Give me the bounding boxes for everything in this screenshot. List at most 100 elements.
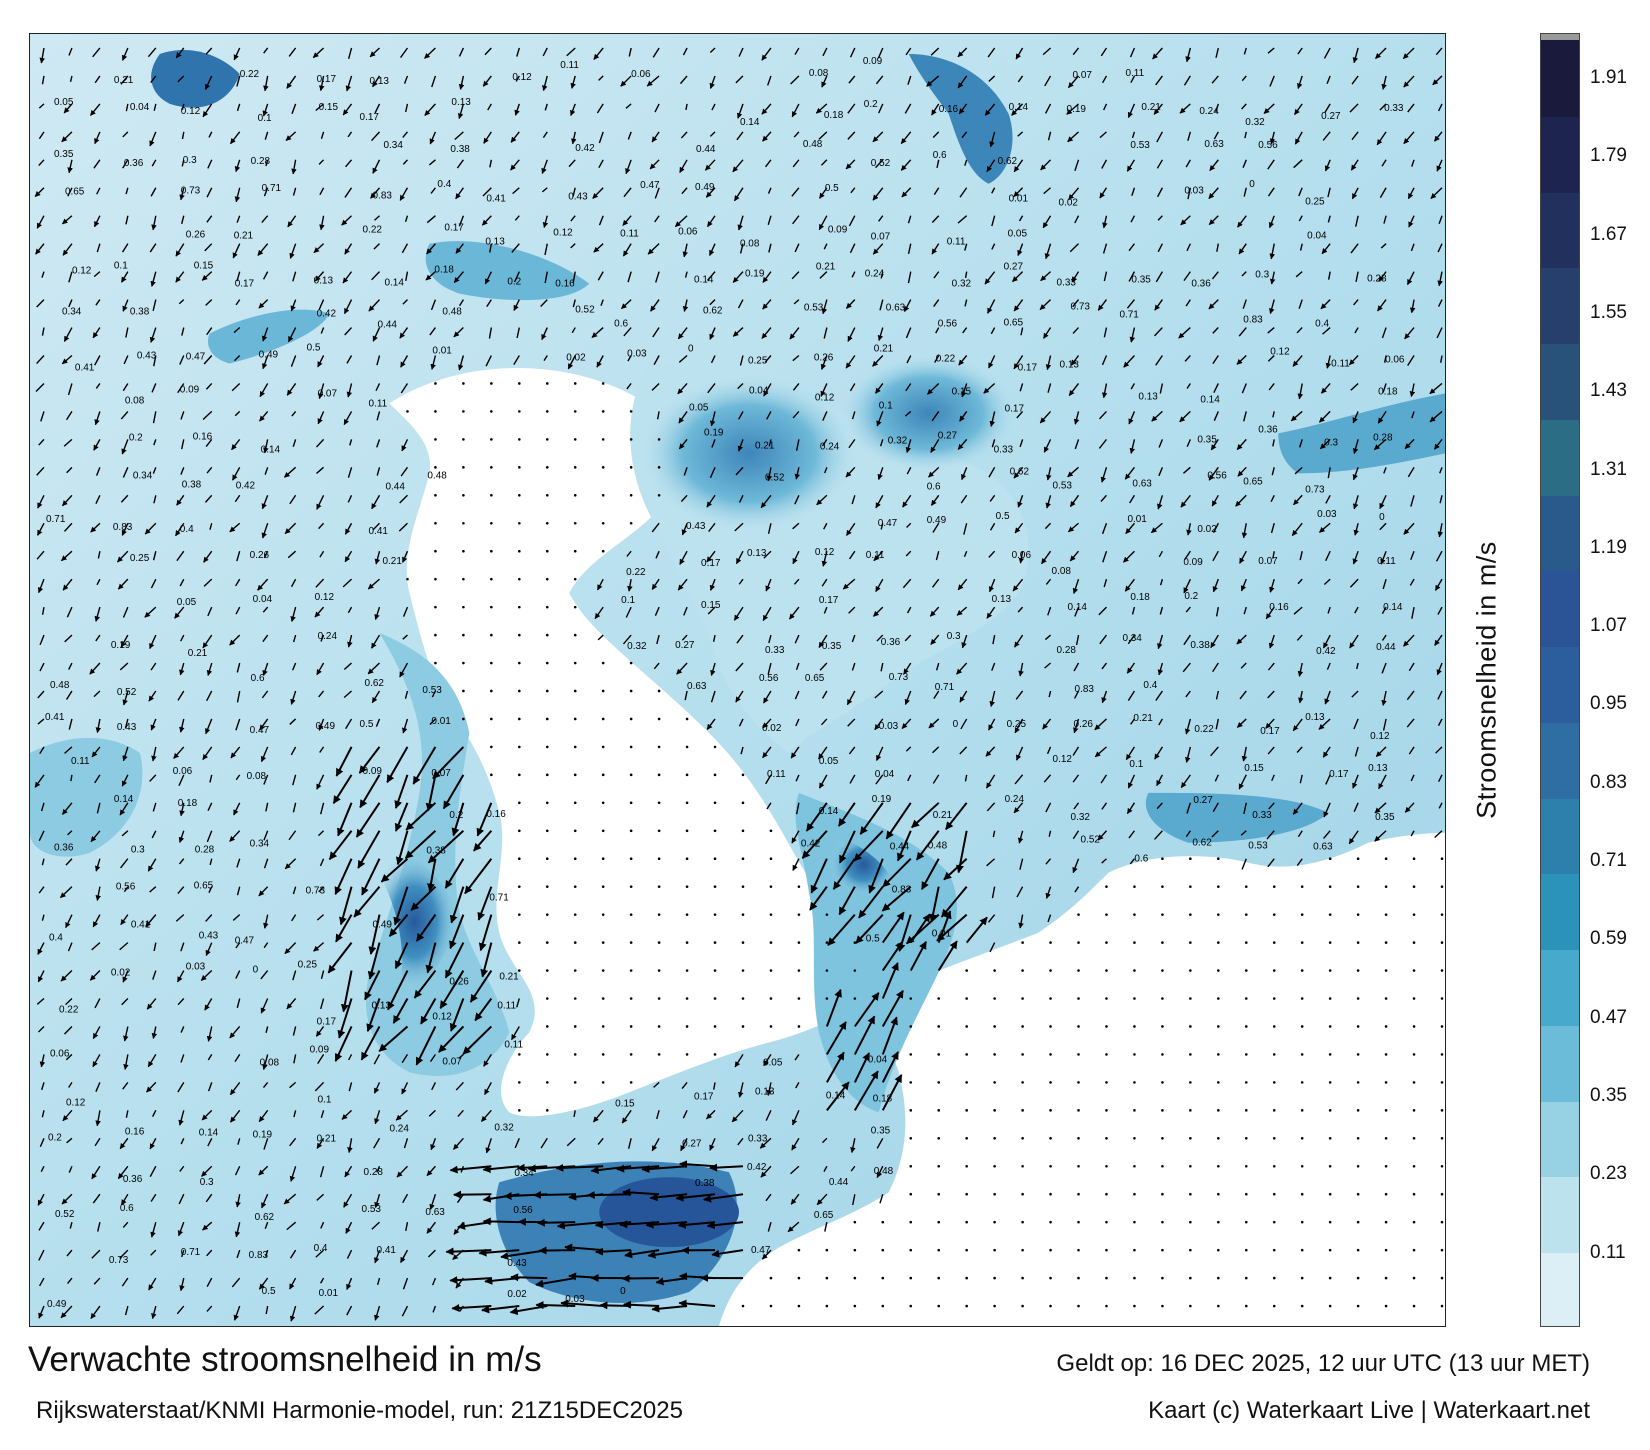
grid-dot	[1217, 1276, 1220, 1280]
grid-dot	[629, 1081, 633, 1084]
speed-value-label: 0.26	[186, 230, 206, 241]
current-arrow	[600, 299, 604, 306]
grid-dot	[1133, 1220, 1136, 1224]
speed-value-label: 0.53	[1248, 841, 1268, 852]
current-arrow	[152, 802, 157, 812]
current-arrow	[906, 467, 912, 475]
speed-value-label: 0.4	[437, 179, 451, 190]
current-arrow	[1298, 215, 1303, 222]
current-arrow	[263, 858, 269, 869]
current-arrow	[1322, 746, 1331, 758]
current-arrow	[625, 103, 632, 109]
grid-dot	[1272, 913, 1276, 916]
current-arrow	[400, 47, 409, 58]
grid-dot	[965, 1276, 968, 1280]
grid-dot	[769, 829, 773, 833]
current-arrow	[1046, 467, 1052, 481]
current-arrow	[36, 522, 45, 536]
current-arrow	[1101, 523, 1108, 535]
current-arrow	[337, 998, 353, 1039]
grid-dot	[545, 410, 549, 413]
current-arrow	[319, 215, 325, 231]
current-arrow	[1183, 578, 1191, 594]
current-arrow	[1075, 634, 1080, 646]
current-arrow	[175, 914, 185, 922]
current-arrow	[791, 103, 800, 118]
current-arrow	[1130, 75, 1136, 84]
current-arrow	[649, 159, 660, 170]
speed-value-label: 0.62	[703, 306, 723, 317]
current-arrow	[818, 746, 828, 760]
current-arrow	[1319, 438, 1331, 450]
current-arrow	[261, 495, 269, 510]
grid-dot	[881, 1248, 885, 1252]
current-arrow	[484, 47, 492, 56]
grid-dot	[1356, 885, 1360, 888]
current-arrow	[425, 942, 437, 974]
current-arrow	[95, 299, 101, 306]
current-arrow	[1124, 578, 1135, 592]
current-arrow	[1039, 410, 1052, 424]
speed-value-label: 0.42	[575, 143, 595, 154]
current-arrow	[904, 690, 912, 705]
current-arrow	[236, 271, 241, 282]
current-arrow	[378, 1025, 409, 1052]
current-arrow	[572, 187, 576, 197]
current-arrow	[65, 411, 73, 421]
current-arrow	[540, 299, 548, 307]
current-arrow	[1099, 187, 1108, 199]
current-arrow	[150, 578, 157, 589]
grid-dot	[937, 1304, 941, 1308]
current-arrow	[235, 718, 241, 731]
current-arrow	[36, 355, 45, 365]
current-arrow	[292, 271, 297, 282]
speed-value-label: 0.17	[444, 223, 464, 234]
current-arrow	[683, 606, 688, 616]
current-arrows	[34, 47, 1444, 1322]
current-arrow	[1299, 551, 1303, 561]
current-arrow	[735, 690, 744, 703]
colorbar-tick-label: 0.47	[1590, 1006, 1627, 1028]
current-arrow	[361, 858, 381, 896]
current-arrow	[1048, 690, 1052, 698]
current-arrow	[708, 522, 716, 532]
current-arrow	[489, 159, 493, 168]
current-arrow	[845, 355, 856, 369]
current-arrow	[122, 131, 129, 138]
grid-dot	[741, 997, 745, 1000]
current-arrow	[94, 75, 101, 84]
current-arrow	[962, 327, 968, 334]
grid-dot	[601, 941, 605, 944]
grid-dot	[1049, 1192, 1052, 1196]
current-arrow	[287, 327, 297, 343]
current-arrow	[989, 131, 996, 148]
current-arrow	[654, 606, 660, 616]
current-arrow	[963, 550, 968, 558]
current-arrow	[175, 271, 185, 283]
speed-value-label: 0.49	[695, 182, 715, 193]
current-arrow	[181, 159, 185, 167]
current-arrow	[95, 634, 101, 642]
current-arrow	[885, 802, 912, 840]
grid-dot	[1272, 1109, 1276, 1112]
current-arrow	[205, 942, 213, 956]
current-arrow	[344, 550, 353, 563]
current-arrow	[656, 411, 660, 420]
grid-dot	[909, 1276, 913, 1280]
current-arrow	[481, 215, 492, 226]
current-arrow	[1432, 75, 1443, 86]
current-arrow	[292, 439, 297, 447]
current-arrow	[1325, 355, 1332, 369]
current-arrow	[229, 131, 241, 145]
colorbar-segment	[1541, 1100, 1579, 1178]
grid-dot	[937, 1025, 941, 1028]
grid-dot	[1105, 1276, 1108, 1280]
current-arrow	[368, 299, 381, 312]
current-arrow	[1436, 327, 1443, 339]
grid-dot	[518, 913, 521, 916]
current-arrow	[484, 271, 492, 285]
current-arrow	[732, 327, 744, 337]
grid-dot	[1356, 1109, 1360, 1112]
current-arrow	[1067, 75, 1080, 89]
grid-dot	[573, 773, 577, 777]
